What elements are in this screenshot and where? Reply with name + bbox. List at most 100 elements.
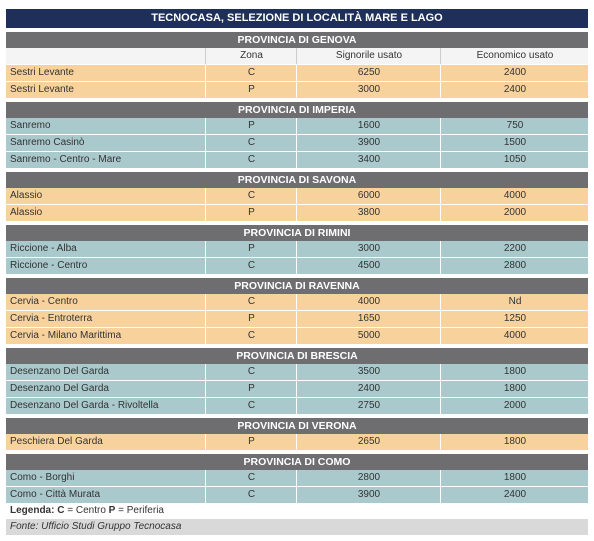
cell: C — [205, 364, 297, 380]
cell: 1800 — [440, 434, 589, 450]
cell: 6250 — [296, 65, 441, 81]
cell: 3000 — [296, 82, 441, 98]
cell: 6000 — [296, 188, 441, 204]
table-row: Riccione - Alba P 3000 2200 — [6, 241, 588, 257]
cell: Alassio — [10, 207, 43, 218]
cell: C — [205, 135, 297, 151]
cell: 3800 — [296, 205, 441, 221]
cell: Como - Città Murata — [10, 489, 101, 500]
table-row: Sanremo P 1600 750 — [6, 118, 588, 134]
cell: Sestri Levante — [10, 67, 74, 78]
column-header: Economico usato — [440, 48, 589, 64]
column-header: Zona — [205, 48, 297, 64]
cell: C — [205, 487, 297, 503]
cell: 1250 — [440, 311, 589, 327]
cell: C — [205, 258, 297, 274]
table-row: Desenzano Del Garda - Rivoltella C 2750 200… — [6, 398, 588, 414]
table-row: Desenzano Del Garda C 3500 1800 — [6, 364, 588, 380]
table-row: Desenzano Del Garda P 2400 1800 — [6, 381, 588, 397]
legend-text: = Periferia — [118, 505, 164, 516]
province-header: PROVINCIA DI RAVENNA — [6, 278, 588, 294]
cell: P — [205, 241, 297, 257]
cell: Riccione - Centro — [10, 260, 88, 271]
cell: 4000 — [440, 328, 589, 344]
cell: 4000 — [440, 188, 589, 204]
cell: P — [205, 82, 297, 98]
cell: 1500 — [440, 135, 589, 151]
cell: Riccione - Alba — [10, 243, 77, 254]
table-row: Riccione - Centro C 4500 2800 — [6, 258, 588, 274]
cell: P — [205, 311, 297, 327]
cell: 3900 — [296, 135, 441, 151]
cell: C — [205, 294, 297, 310]
cell: C — [205, 65, 297, 81]
cell: C — [205, 328, 297, 344]
province-header: PROVINCIA DI COMO — [6, 454, 588, 470]
province-header: PROVINCIA DI VERONA — [6, 418, 588, 434]
table-row: Como - Città Murata C 3900 2400 — [6, 487, 588, 503]
cell: Desenzano Del Garda — [10, 366, 109, 377]
table-row: Alassio P 3800 2000 — [6, 205, 588, 221]
legend-text: = Centro — [67, 505, 106, 516]
cell: 750 — [440, 118, 589, 134]
cell: 2400 — [440, 65, 589, 81]
cell: C — [205, 152, 297, 168]
cell: P — [205, 118, 297, 134]
cell: 1050 — [440, 152, 589, 168]
cell: 1800 — [440, 381, 589, 397]
cell: Sanremo - Centro - Mare — [10, 154, 122, 165]
cell: 2800 — [296, 470, 441, 486]
province-header: PROVINCIA DI GENOVA — [6, 32, 588, 48]
province-header: PROVINCIA DI RIMINI — [6, 225, 588, 241]
table-row: Alassio C 6000 4000 — [6, 188, 588, 204]
cell: Cervia - Centro — [10, 296, 78, 307]
cell: Sestri Levante — [10, 84, 74, 95]
title: TECNOCASA, SELEZIONE DI LOCALITÀ MARE E … — [6, 9, 588, 28]
cell: 2000 — [440, 205, 589, 221]
source: Fonte: Ufficio Studi Gruppo Tecnocasa — [6, 519, 588, 535]
cell: P — [205, 381, 297, 397]
legend-code: P — [108, 505, 116, 516]
cell: C — [205, 188, 297, 204]
table-row: Sestri Levante C 6250 2400 — [6, 65, 588, 81]
cell: Cervia - Milano Marittima — [10, 330, 122, 341]
cell: C — [205, 470, 297, 486]
table-row: Sanremo - Centro - Mare C 3400 1050 — [6, 152, 588, 168]
cell: 2400 — [440, 82, 589, 98]
cell: Sanremo — [10, 120, 51, 131]
cell: 3000 — [296, 241, 441, 257]
cell: 2400 — [440, 487, 589, 503]
cell: 3400 — [296, 152, 441, 168]
cell: P — [205, 205, 297, 221]
column-header-row: Zona Signorile usato Economico usato — [6, 48, 588, 64]
legend: Legenda: C = Centro P = Periferia — [6, 503, 588, 519]
cell: 4000 — [296, 294, 441, 310]
cell: Peschiera Del Garda — [10, 436, 103, 447]
cell: Alassio — [10, 190, 43, 201]
cell: Cervia - Entroterra — [10, 313, 93, 324]
table-row: Cervia - Centro C 4000 Nd — [6, 294, 588, 310]
cell: Nd — [440, 294, 589, 310]
cell: 2400 — [296, 381, 441, 397]
province-header: PROVINCIA DI IMPERIA — [6, 102, 588, 118]
column-header: Signorile usato — [296, 48, 441, 64]
cell: Sanremo Casinò — [10, 137, 85, 148]
cell: 1600 — [296, 118, 441, 134]
cell: 2200 — [440, 241, 589, 257]
cell: 3500 — [296, 364, 441, 380]
cell: C — [205, 398, 297, 414]
table-row: Como - Borghi C 2800 1800 — [6, 470, 588, 486]
table-row: Sanremo Casinò C 3900 1500 — [6, 135, 588, 151]
cell: 4500 — [296, 258, 441, 274]
cell: P — [205, 434, 297, 450]
table-row: Peschiera Del Garda P 2650 1800 — [6, 434, 588, 450]
cell: Como - Borghi — [10, 472, 75, 483]
cell: 5000 — [296, 328, 441, 344]
cell: 1800 — [440, 470, 589, 486]
cell: 2800 — [440, 258, 589, 274]
cell: 2000 — [440, 398, 589, 414]
cell: 1800 — [440, 364, 589, 380]
legend-label: Legenda: — [10, 505, 55, 516]
cell: 3900 — [296, 487, 441, 503]
